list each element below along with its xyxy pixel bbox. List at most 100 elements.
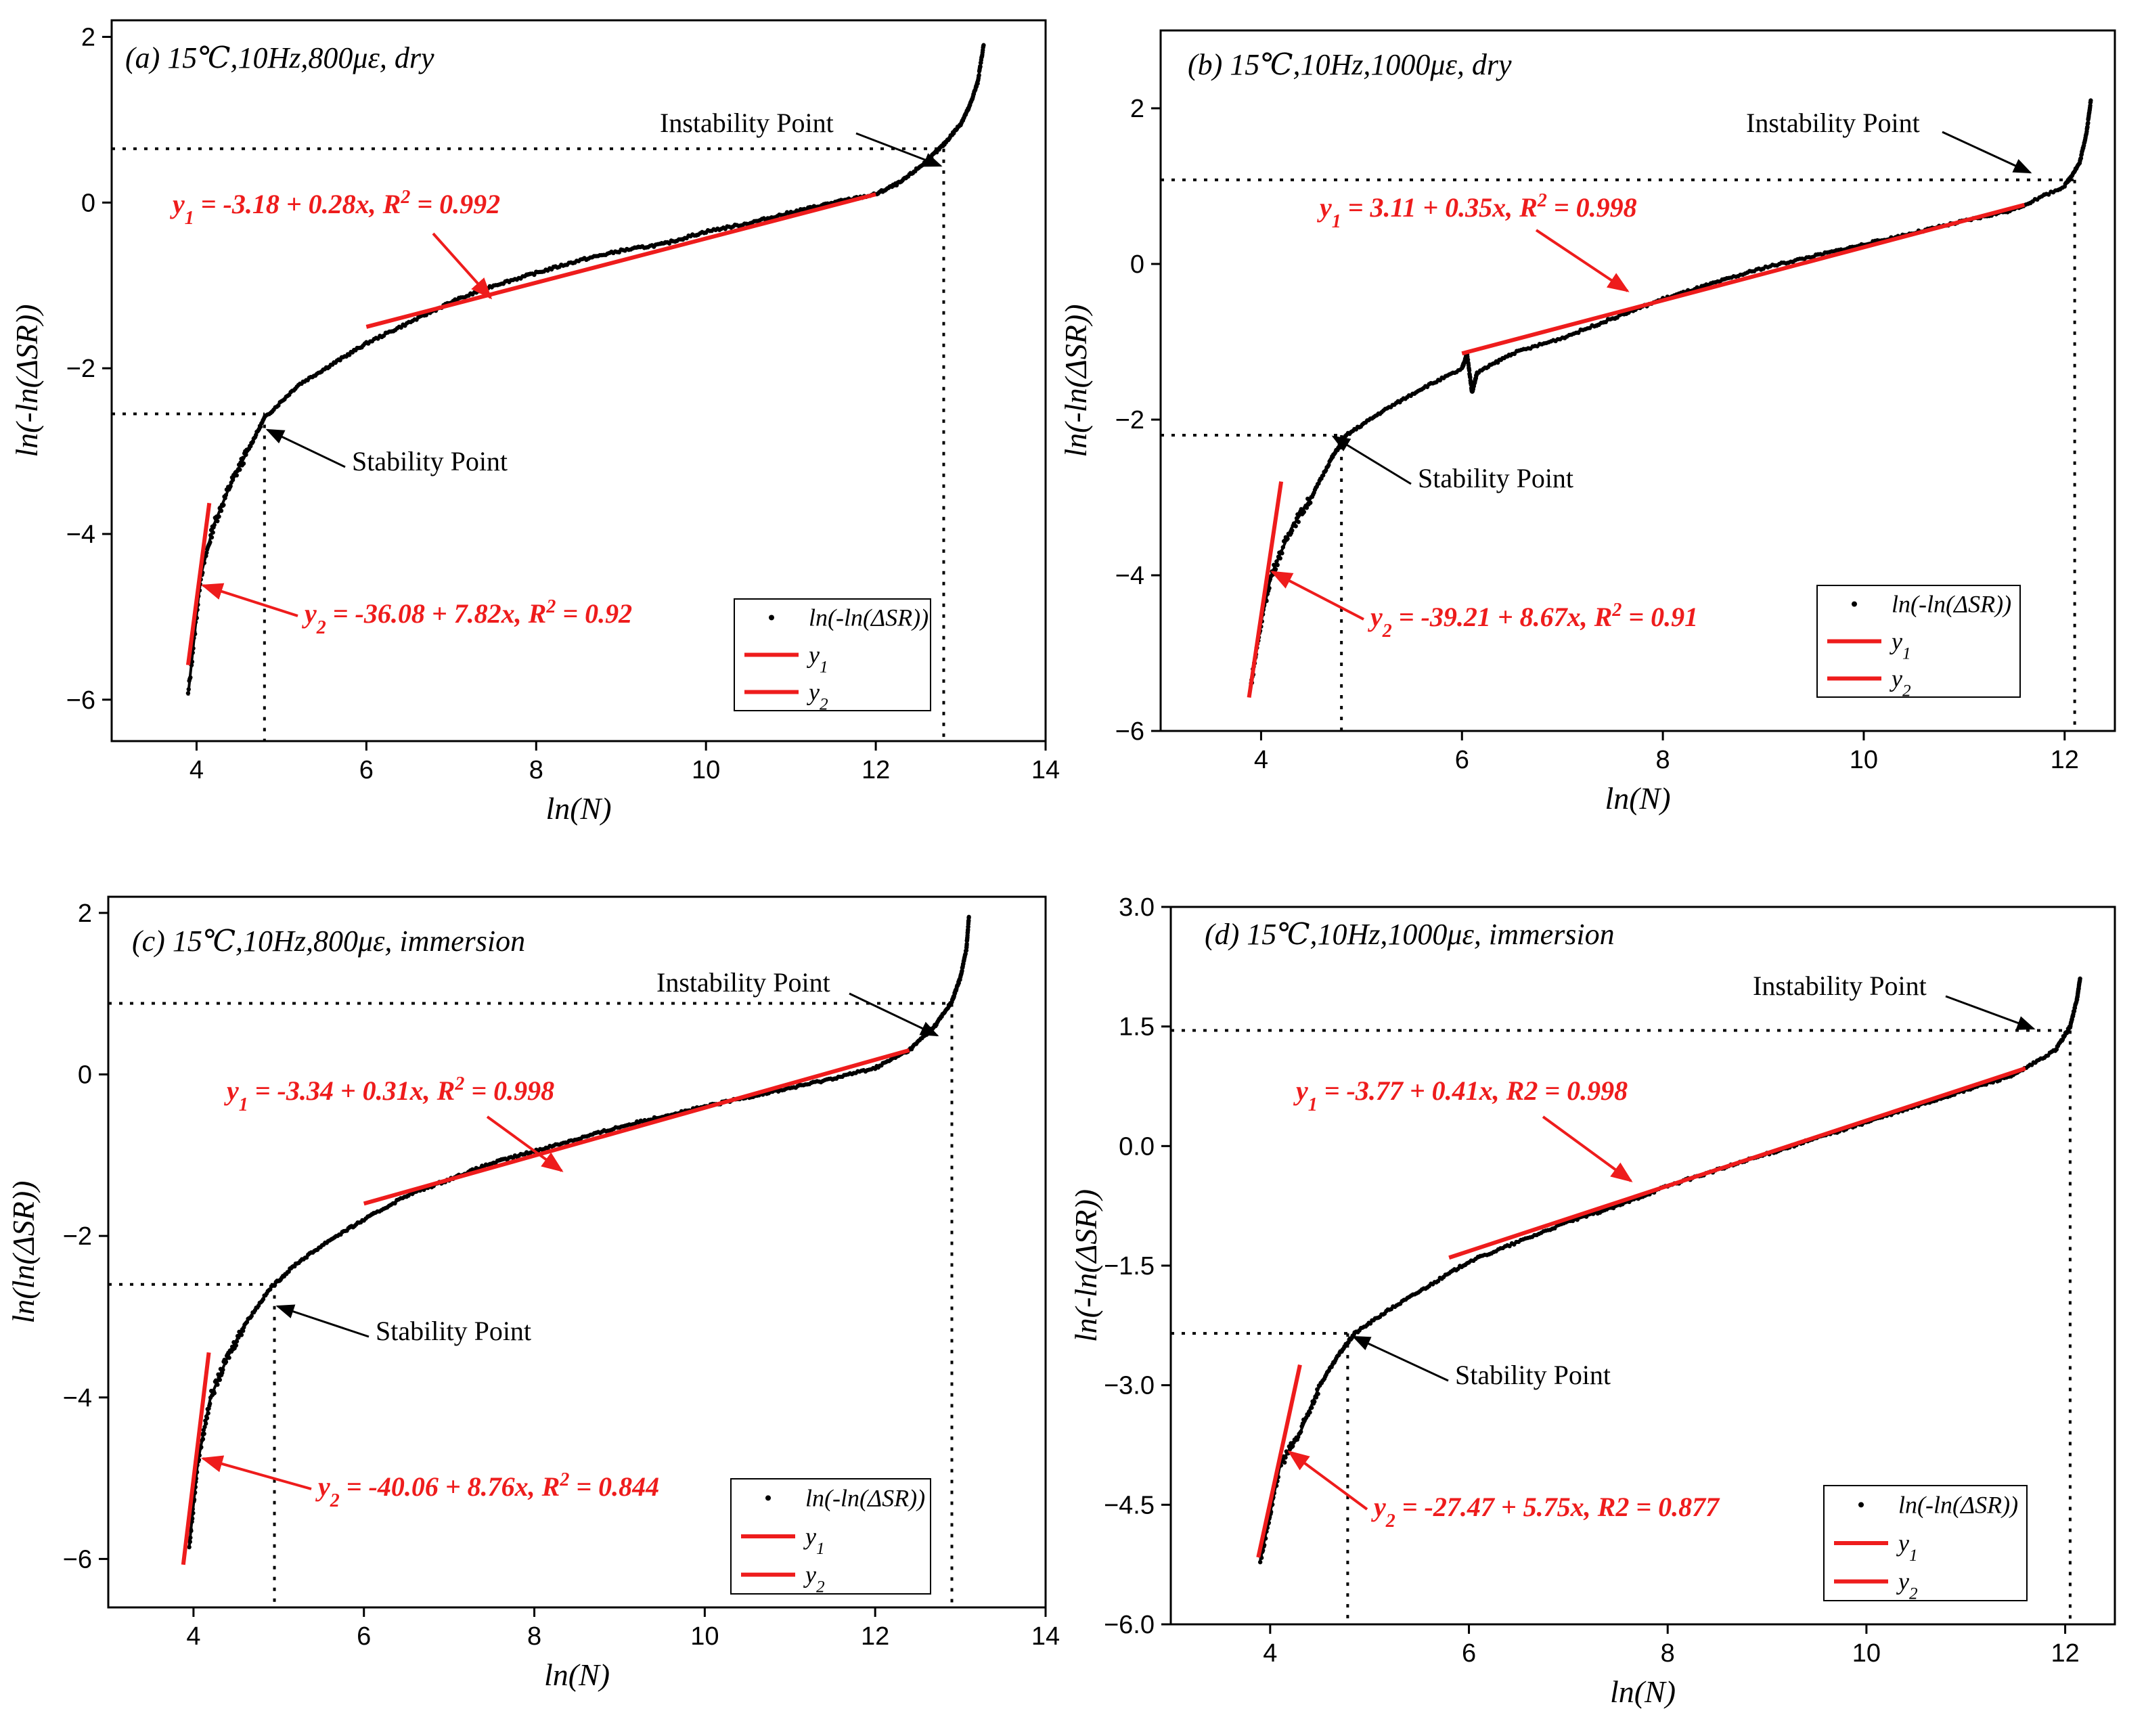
panel-title-d: (d) 15℃,10Hz,1000με, immersion: [1205, 918, 1615, 951]
equation-y2-a: y2 = -36.08 + 7.82x, R2 = 0.92: [302, 596, 632, 638]
fit-line-y2-a: [185, 502, 212, 666]
fit-line-y2-c: [181, 1352, 211, 1565]
y-axis-label-c: ln(ln(ΔSR)): [6, 1181, 41, 1324]
y-axis-label-a: ln(-ln(ΔSR)): [9, 304, 44, 457]
arrow-y1-a: [432, 232, 493, 300]
fit-line-y2-d: [1256, 1364, 1302, 1558]
x-tick-label-d-3: 10: [1852, 1639, 1881, 1668]
equation-y1-b: y1 = 3.11 + 0.35x, R2 = 0.998: [1317, 190, 1637, 232]
instability-label-d: Instability Point: [1753, 971, 1927, 1001]
x-tick-label-b-1: 6: [1455, 746, 1469, 774]
instability-label-c: Instability Point: [656, 967, 830, 998]
instability-label-a: Instability Point: [660, 108, 834, 138]
x-tick-label-b-2: 8: [1656, 746, 1670, 774]
x-tick-label-b-4: 12: [2051, 746, 2079, 774]
arrow-y2-c: [200, 1455, 312, 1490]
x-tick-label-d-0: 4: [1263, 1639, 1277, 1668]
y-axis-label-b: ln(-ln(ΔSR)): [1058, 304, 1093, 457]
arrow-y2-a: [200, 583, 298, 617]
y-tick-label-d-4: 0.0: [1119, 1132, 1155, 1161]
legend-marker-data-a: [769, 615, 774, 621]
equation-y2-c: y2 = -40.06 + 8.76x, R2 = 0.844: [315, 1469, 659, 1511]
y-tick-label-b-4: 2: [1130, 95, 1144, 123]
legend-marker-data-d: [1858, 1502, 1864, 1508]
legend-label-2-c: y2: [803, 1561, 825, 1597]
legend-label-0-b: ln(-ln(ΔSR)): [1892, 591, 2011, 618]
y-tick-label-b-0: −6: [1115, 717, 1144, 746]
x-tick-label-c-3: 10: [690, 1622, 719, 1651]
equation-y1-c: y1 = -3.34 + 0.31x, R2 = 0.998: [224, 1073, 554, 1115]
x-tick-label-c-4: 12: [861, 1622, 889, 1651]
y-axis-label-d: ln(-ln(ΔSR)): [1069, 1189, 1103, 1342]
panel-b: 4 6 8 10 12 −6 −4 −2 0 2 ln(N) ln(-ln(ΔSR)) (b) 15℃,…: [1058, 29, 2116, 816]
data-points-a: [185, 43, 986, 696]
fit-line-y1-b: [1461, 202, 2026, 356]
legend-label-2-a: y2: [807, 679, 828, 714]
instability-arrow-c: [849, 992, 939, 1037]
arrow-y2-b: [1270, 571, 1364, 621]
x-axis-label-a: ln(N): [545, 791, 611, 826]
equation-y1-a: y1 = -3.18 + 0.28x, R2 = 0.992: [170, 187, 500, 229]
legend-marker-data-c: [765, 1495, 771, 1501]
fit-line-y1-d: [1448, 1066, 2026, 1260]
x-tick-label-a-2: 8: [529, 756, 543, 784]
x-tick-label-c-2: 8: [527, 1622, 541, 1651]
y-tick-label-b-1: −4: [1115, 562, 1144, 590]
y-tick-label-c-4: 2: [78, 899, 92, 928]
legend-label-0-d: ln(-ln(ΔSR)): [1898, 1491, 2018, 1518]
y-tick-label-b-3: 0: [1130, 250, 1144, 279]
x-axis-label-c: ln(N): [544, 1657, 610, 1692]
arrow-y1-c: [486, 1115, 564, 1172]
data-curve-d: [1259, 978, 2082, 1561]
y-tick-label-d-2: −3.0: [1104, 1372, 1155, 1400]
instability-arrow-b: [1942, 131, 2032, 174]
legend-label-1-b: y1: [1890, 628, 1911, 663]
instability-label-b: Instability Point: [1746, 108, 1920, 138]
plot-frame-c: [107, 895, 1047, 1609]
y-tick-label-c-1: −4: [63, 1384, 92, 1412]
x-axis-label-d: ln(N): [1610, 1674, 1676, 1709]
equation-y2-b: y2 = -39.21 + 8.67x, R2 = 0.91: [1368, 600, 1698, 642]
stability-arrow-c: [275, 1304, 370, 1338]
y-tick-label-d-5: 1.5: [1119, 1013, 1155, 1042]
data-curve-c: [187, 916, 970, 1547]
x-tick-label-b-0: 4: [1254, 746, 1268, 774]
x-tick-label-b-3: 10: [1850, 746, 1878, 774]
panel-d: 4 6 8 10 12 −6.0 −4.5 −3.0 −1.5 0.0 1.5 3.0 ln(N) ln(…: [1069, 893, 2116, 1709]
x-tick-label-a-4: 12: [862, 756, 890, 784]
x-tick-label-a-1: 6: [359, 756, 374, 784]
y-tick-label-a-1: −4: [66, 520, 95, 549]
x-tick-label-d-2: 8: [1661, 1639, 1675, 1668]
equation-y1-d: y1 = -3.77 + 0.41x, R2 = 0.998: [1293, 1075, 1628, 1115]
stability-label-d: Stability Point: [1455, 1360, 1611, 1390]
y-tick-label-c-0: −6: [63, 1545, 92, 1574]
legend-label-2-d: y2: [1896, 1568, 1918, 1603]
y-tick-label-d-6: 3.0: [1119, 893, 1155, 922]
x-tick-label-d-1: 6: [1462, 1639, 1476, 1668]
arrow-y1-d: [1542, 1115, 1633, 1182]
stability-label-b: Stability Point: [1418, 463, 1573, 493]
y-tick-label-c-3: 0: [78, 1061, 92, 1090]
panel-title-a: (a) 15℃,10Hz,800με, dry: [125, 41, 434, 74]
panel-title-c: (c) 15℃,10Hz,800με, immersion: [132, 925, 525, 958]
fit-line-y1-c: [363, 1048, 910, 1206]
stability-label-a: Stability Point: [352, 446, 508, 476]
stability-arrow-d: [1351, 1335, 1449, 1382]
data-points-c: [187, 914, 971, 1550]
data-point: [1257, 1559, 1263, 1565]
y-tick-label-a-2: −2: [66, 355, 95, 383]
panel-title-b: (b) 15℃,10Hz,1000με, dry: [1188, 48, 1512, 81]
arrow-y1-b: [1535, 229, 1630, 292]
instability-arrow-d: [1945, 995, 2036, 1030]
arrow-y2-d: [1287, 1450, 1368, 1511]
panel-c: 4 6 8 10 12 14 −6 −4 −2 0 2 ln(N) ln(ln(ΔSR)) (c) 15℃…: [6, 895, 1060, 1692]
legend-label-1-c: y1: [803, 1523, 825, 1558]
panel-a: 4 6 8 10 12 14 −6 −4 −2 0 2 ln(N) ln(-ln(ΔSR)) (a) 15…: [9, 19, 1060, 826]
data-points-d: [1257, 976, 2082, 1565]
stability-label-c: Stability Point: [376, 1316, 531, 1346]
